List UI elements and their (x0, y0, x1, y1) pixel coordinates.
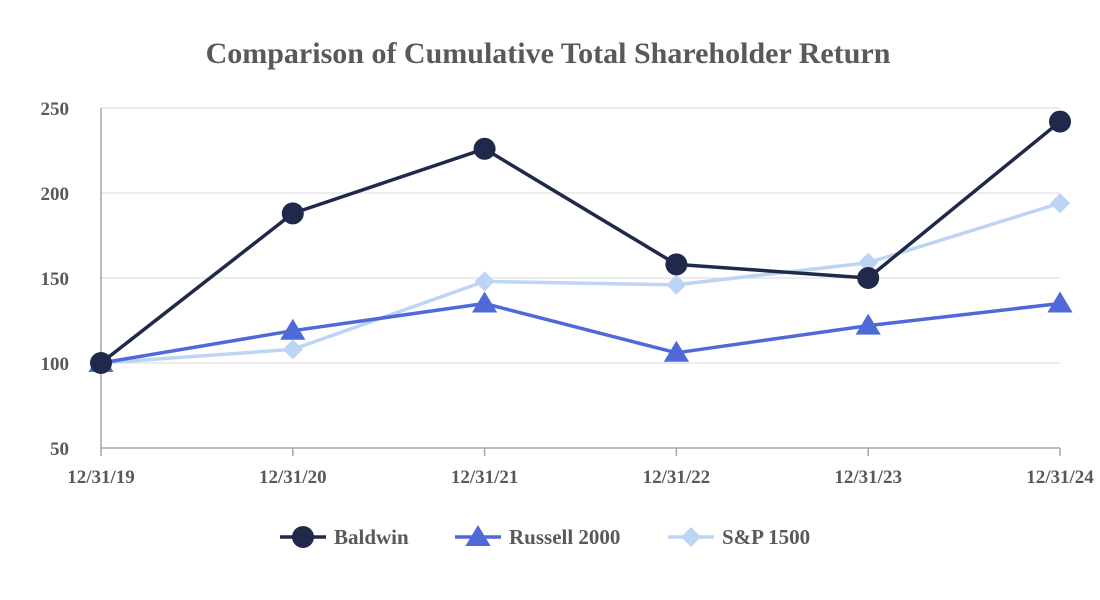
legend-item-s-p-1500: S&P 1500 (668, 525, 810, 549)
data-point (282, 339, 303, 360)
x-tick-label: 12/31/23 (834, 467, 902, 488)
y-tick-label: 250 (41, 99, 70, 120)
data-point (472, 291, 498, 313)
legend-marker (681, 527, 701, 547)
legend-item-russell-2000: Russell 2000 (455, 525, 620, 549)
axes: 50 100 150 200 250 12/31/19 12/31/20 12/31/21 12… (41, 99, 1095, 488)
data-point (1050, 193, 1070, 214)
series-baldwin (90, 110, 1071, 374)
legend: Baldwin Russell 2000 S&P 1500 (280, 525, 810, 549)
series-line (99, 120, 1062, 365)
series-group (88, 110, 1073, 374)
y-tick-label: 150 (41, 269, 70, 290)
legend-label: Baldwin (334, 525, 409, 549)
data-point (666, 274, 687, 295)
x-tick-label: 12/31/20 (259, 467, 327, 488)
data-point (281, 202, 304, 225)
series-s-p-1500 (91, 193, 1070, 373)
legend-label: Russell 2000 (509, 525, 620, 549)
data-point (858, 252, 879, 273)
data-point (474, 271, 495, 292)
y-tick-label: 50 (50, 439, 69, 460)
data-point (1047, 291, 1073, 313)
chart-title: Comparison of Cumulative Total Sharehold… (206, 37, 891, 70)
series-russell-2000 (88, 291, 1073, 372)
gridlines (101, 107, 1060, 364)
data-point (1049, 110, 1071, 133)
y-tick-label: 200 (41, 184, 70, 205)
data-point (855, 313, 881, 335)
legend-marker (465, 525, 491, 546)
legend-marker (292, 526, 314, 548)
data-point (280, 318, 306, 340)
legend-item-baldwin: Baldwin (280, 525, 409, 549)
data-point (663, 340, 689, 362)
series-line (100, 301, 1061, 365)
data-point (90, 352, 112, 374)
data-point (665, 253, 688, 276)
x-tick-label: 12/31/24 (1026, 467, 1094, 488)
data-point (857, 267, 880, 289)
y-tick-label: 100 (41, 354, 70, 375)
legend-label: S&P 1500 (722, 525, 810, 549)
x-tick-label: 12/31/19 (67, 467, 135, 488)
data-point (473, 137, 496, 160)
x-tick-label: 12/31/21 (451, 467, 519, 488)
x-tick-label: 12/31/22 (643, 467, 711, 488)
